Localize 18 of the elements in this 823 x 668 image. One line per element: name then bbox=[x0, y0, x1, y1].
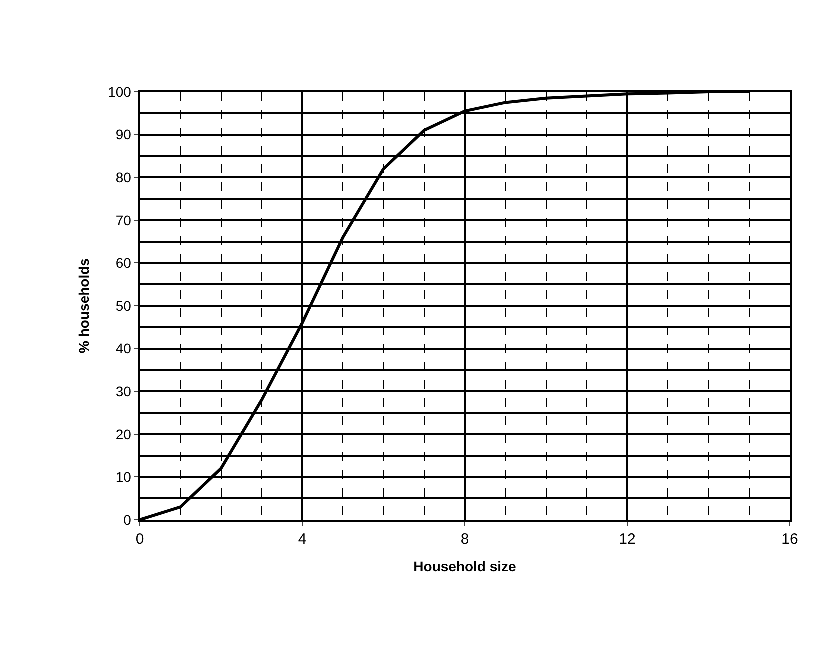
y-tick-label: 100 bbox=[108, 84, 132, 100]
x-tick-label: 12 bbox=[619, 530, 636, 548]
y-tick-label: 80 bbox=[116, 170, 132, 186]
y-tick-label: 50 bbox=[116, 298, 132, 314]
x-tick-label: 4 bbox=[298, 530, 307, 548]
y-tick-label: 0 bbox=[124, 512, 132, 528]
y-tick-label: 10 bbox=[116, 469, 132, 486]
y-tick-label: 70 bbox=[116, 212, 132, 228]
y-tick-label: 60 bbox=[116, 255, 132, 272]
y-tick-label: 20 bbox=[116, 426, 132, 442]
x-tick-label: 16 bbox=[782, 530, 798, 548]
y-tick-label: 30 bbox=[116, 384, 132, 400]
y-tick-label: 40 bbox=[116, 340, 132, 357]
y-tick-label: 90 bbox=[116, 126, 132, 143]
y-axis-title: % households bbox=[76, 258, 92, 354]
x-tick-label: 0 bbox=[136, 530, 144, 548]
x-tick-label: 8 bbox=[460, 530, 470, 548]
x-axis-title: Household size bbox=[414, 558, 517, 575]
